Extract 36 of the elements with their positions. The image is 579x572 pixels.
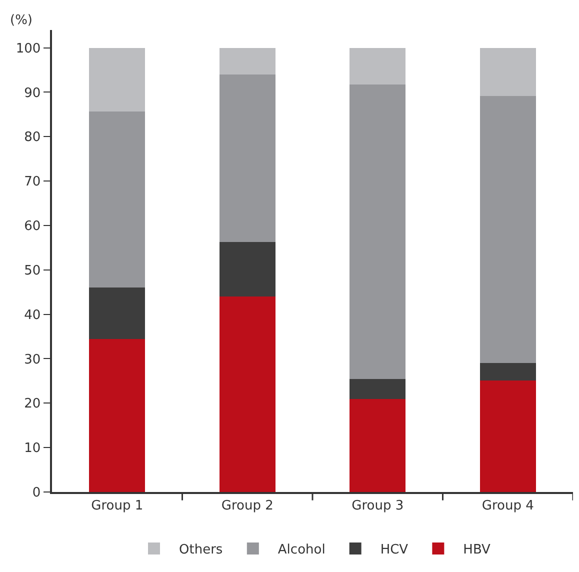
- bar: [219, 74, 276, 242]
- bar: [350, 48, 406, 85]
- y-tick-label: 40: [24, 308, 41, 323]
- x-tick-label: Group 3: [352, 498, 404, 514]
- y-axis-title: (%): [10, 13, 32, 28]
- y-tick-label: 20: [24, 396, 41, 412]
- bar: [89, 48, 146, 112]
- y-tick-label: 50: [24, 263, 41, 278]
- bar: [350, 399, 406, 492]
- x-tick-label: Group 1: [91, 498, 144, 514]
- y-tick-label: 100: [16, 41, 41, 56]
- bar: [219, 296, 276, 492]
- bar: [219, 242, 276, 297]
- bar: [480, 48, 536, 96]
- y-tick-label: 10: [24, 441, 41, 456]
- y-tick-label: 30: [24, 352, 41, 368]
- bar: [480, 96, 536, 364]
- y-tick-label: 60: [24, 219, 41, 234]
- y-tick-label: 80: [24, 130, 41, 146]
- legend-label: HCV: [380, 542, 408, 558]
- bar: [480, 380, 536, 492]
- bar: [89, 288, 146, 340]
- bar: [350, 379, 406, 400]
- x-tick-label: Group 4: [482, 498, 534, 514]
- bar: [350, 84, 406, 380]
- y-tick-label: 0: [32, 486, 41, 501]
- bar: [480, 363, 536, 380]
- bar: [89, 339, 146, 492]
- legend-label: HBV: [463, 542, 490, 558]
- x-tick-label: Group 2: [221, 498, 274, 514]
- y-tick-label: 70: [24, 174, 41, 190]
- bar: [89, 111, 146, 288]
- y-tick-label: 90: [24, 86, 41, 101]
- legend-label: Alcohol: [278, 542, 326, 558]
- legend-label: Others: [179, 542, 223, 558]
- bar: [219, 48, 276, 74]
